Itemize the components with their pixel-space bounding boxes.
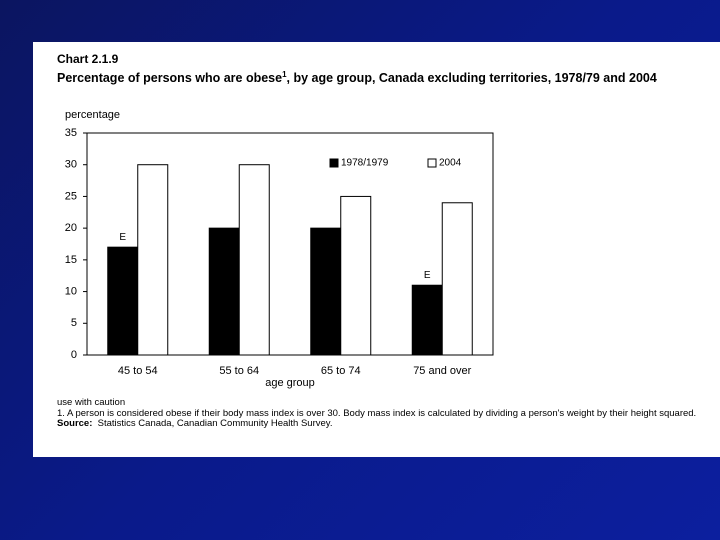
x-tick-label: 45 to 54: [118, 365, 158, 377]
y-tick-label: 35: [65, 127, 77, 139]
title-rest: , by age group, Canada excluding territo…: [286, 71, 657, 86]
y-tick-label: 25: [65, 190, 77, 202]
y-tick-label: 30: [65, 159, 77, 171]
chart-label: Chart 2.1.9: [57, 52, 119, 66]
bar: [340, 195, 372, 356]
x-tick-label: 65 to 74: [321, 365, 361, 377]
x-tick-label: 55 to 64: [219, 365, 259, 377]
note: 1. A person is considered obese if their…: [57, 407, 697, 419]
y-axis-label: percentage: [65, 109, 120, 121]
y-tick-label: 5: [71, 317, 77, 329]
y-tick-label: 10: [65, 285, 77, 297]
flag-label: E: [119, 232, 126, 243]
y-tick-label: 20: [65, 222, 77, 234]
source-label: Source:: [57, 418, 93, 429]
bar: [238, 164, 270, 356]
legend-swatch: [329, 158, 339, 168]
notes: use with caution 1. A person is consider…: [57, 397, 717, 430]
note: use with caution: [57, 397, 126, 408]
bar: [310, 227, 342, 356]
plot-frame: [86, 132, 494, 356]
source-text: Statistics Canada, Canadian Community He…: [97, 418, 333, 429]
bar: [411, 284, 443, 356]
x-tick-label: 75 and over: [413, 365, 471, 377]
bar: [137, 164, 169, 356]
title-text: Percentage of persons who are obese: [57, 71, 283, 86]
x-axis-label: age group: [265, 377, 315, 389]
title-superscript: 1: [282, 70, 287, 79]
bar: [441, 202, 473, 356]
y-tick-label: 15: [65, 254, 77, 266]
bar: [107, 246, 139, 356]
source: Source: Statistics Canada, Canadian Comm…: [57, 418, 717, 430]
legend-label: 1978/1979: [341, 158, 389, 169]
chart-title: Percentage of persons who are obese1, by…: [57, 67, 717, 86]
bar: [208, 227, 240, 356]
legend-swatch: [427, 158, 437, 168]
y-tick-label: 0: [71, 349, 77, 361]
legend-label: 2004: [439, 158, 462, 169]
flag-label: E: [424, 270, 431, 281]
